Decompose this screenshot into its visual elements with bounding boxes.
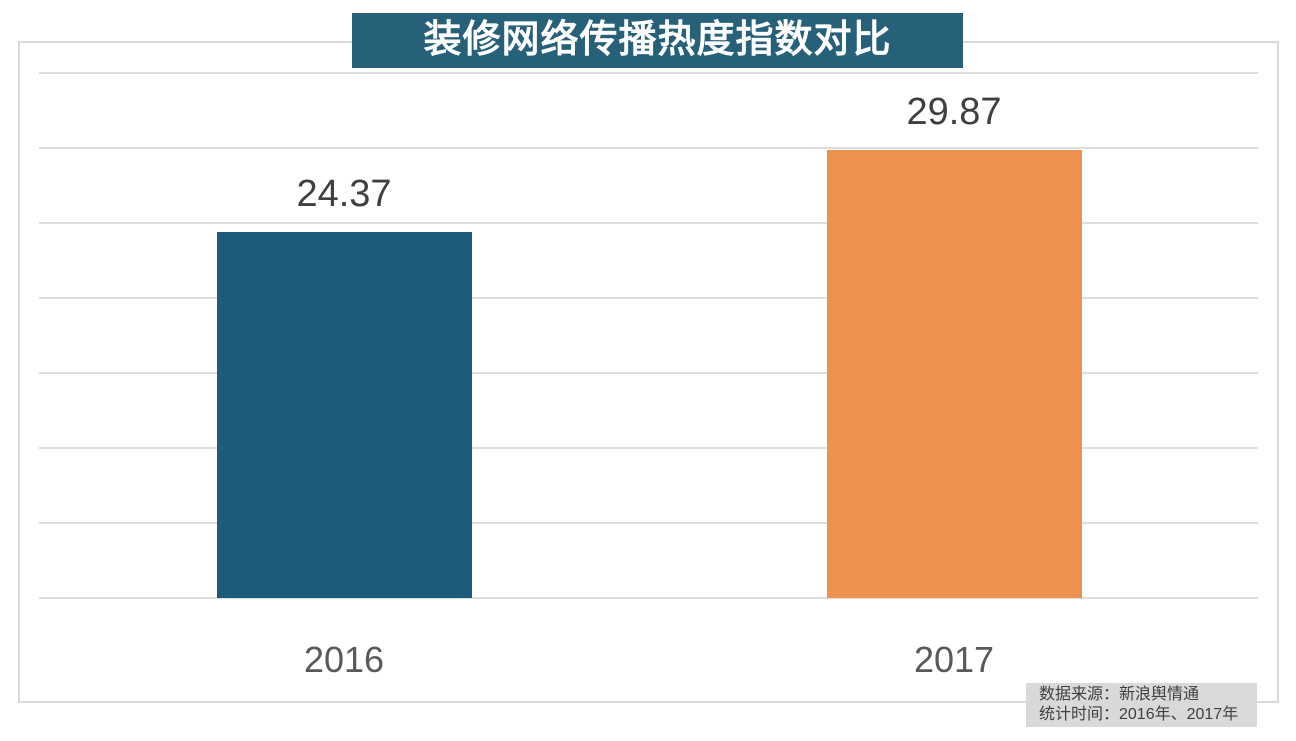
category-label-2016: 2016 — [303, 639, 385, 680]
gridline — [39, 297, 1258, 299]
bar-2016 — [216, 232, 472, 598]
category-label-2017: 2017 — [913, 639, 995, 680]
source-note-box: 数据来源：新浪舆情通 统计时间：2016年、2017年 — [1026, 683, 1257, 727]
data-label-2017: 29.87 — [906, 91, 1002, 133]
chart-title: 装修网络传播热度指数对比 — [423, 19, 892, 61]
gridline — [39, 522, 1258, 524]
source-line-period: 统计时间：2016年、2017年 — [1039, 706, 1239, 723]
gridline — [39, 597, 1258, 599]
gridline — [39, 147, 1258, 149]
source-line-datasource: 数据来源：新浪舆情通 — [1039, 686, 1200, 703]
gridline — [39, 447, 1258, 449]
data-label-2016: 24.37 — [296, 173, 392, 215]
chart-title-banner: 装修网络传播热度指数对比 — [352, 13, 963, 68]
gridline — [39, 222, 1258, 224]
bar-2017 — [826, 150, 1082, 598]
gridline — [39, 372, 1258, 374]
gridline — [39, 72, 1258, 74]
